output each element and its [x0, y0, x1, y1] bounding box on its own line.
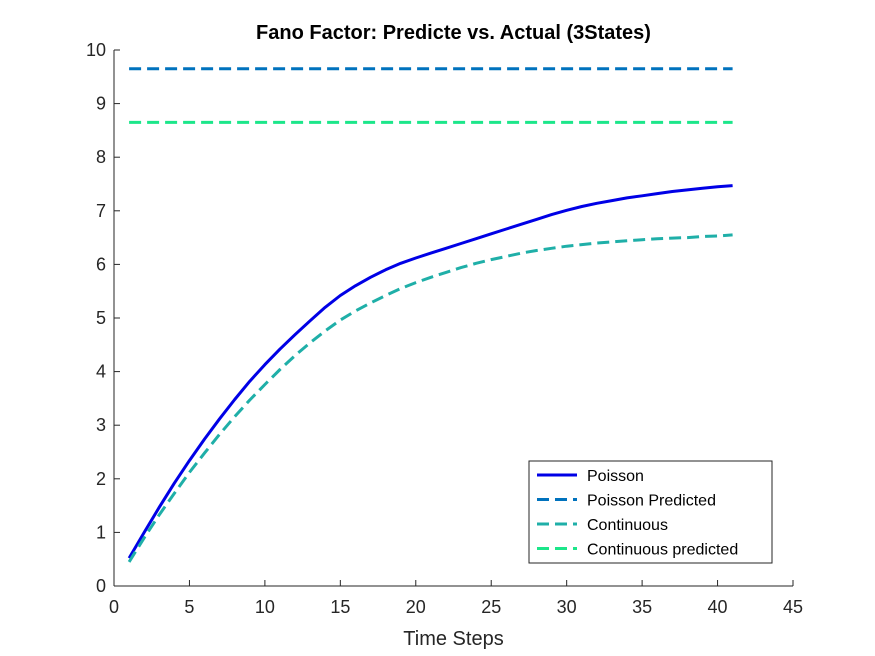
x-tick-label: 45: [783, 597, 803, 617]
x-tick-label: 0: [109, 597, 119, 617]
legend-box: [528, 460, 773, 564]
y-tick-label: 0: [96, 576, 106, 596]
y-tick-label: 4: [96, 362, 106, 382]
x-axis-label: Time Steps: [403, 628, 503, 650]
legend-label: Continuous predicted: [587, 542, 738, 559]
y-tick-label: 5: [96, 308, 106, 328]
y-tick-label: 9: [96, 94, 106, 114]
y-tick-label: 6: [96, 254, 106, 274]
legend-label: Poisson Predicted: [587, 493, 716, 510]
x-tick-label: 15: [330, 597, 350, 617]
y-tick-label: 10: [86, 40, 106, 60]
y-tick-label: 1: [96, 522, 106, 542]
y-tick-label: 7: [96, 201, 106, 221]
x-tick-label: 35: [632, 597, 652, 617]
chart-title: Fano Factor: Predicte vs. Actual (3State…: [256, 22, 651, 44]
legend-label: Poisson: [587, 468, 644, 485]
series-line-continuous: [127, 233, 733, 563]
x-tick-label: 10: [255, 597, 275, 617]
y-tick-label: 2: [96, 469, 106, 489]
x-tick-label: 40: [708, 597, 728, 617]
y-tick-label: 3: [96, 415, 106, 435]
series-line-poisson: [127, 184, 733, 559]
x-tick-label: 20: [406, 597, 426, 617]
legend: Poisson Poisson Predicted Continuous Contin…: [528, 460, 773, 564]
x-tick-label: 30: [557, 597, 577, 617]
series-layer: [127, 67, 733, 563]
x-tick-label: 5: [184, 597, 194, 617]
x-tick-label: 25: [481, 597, 501, 617]
legend-label: Continuous: [587, 517, 668, 534]
y-tick-label: 8: [96, 147, 106, 167]
